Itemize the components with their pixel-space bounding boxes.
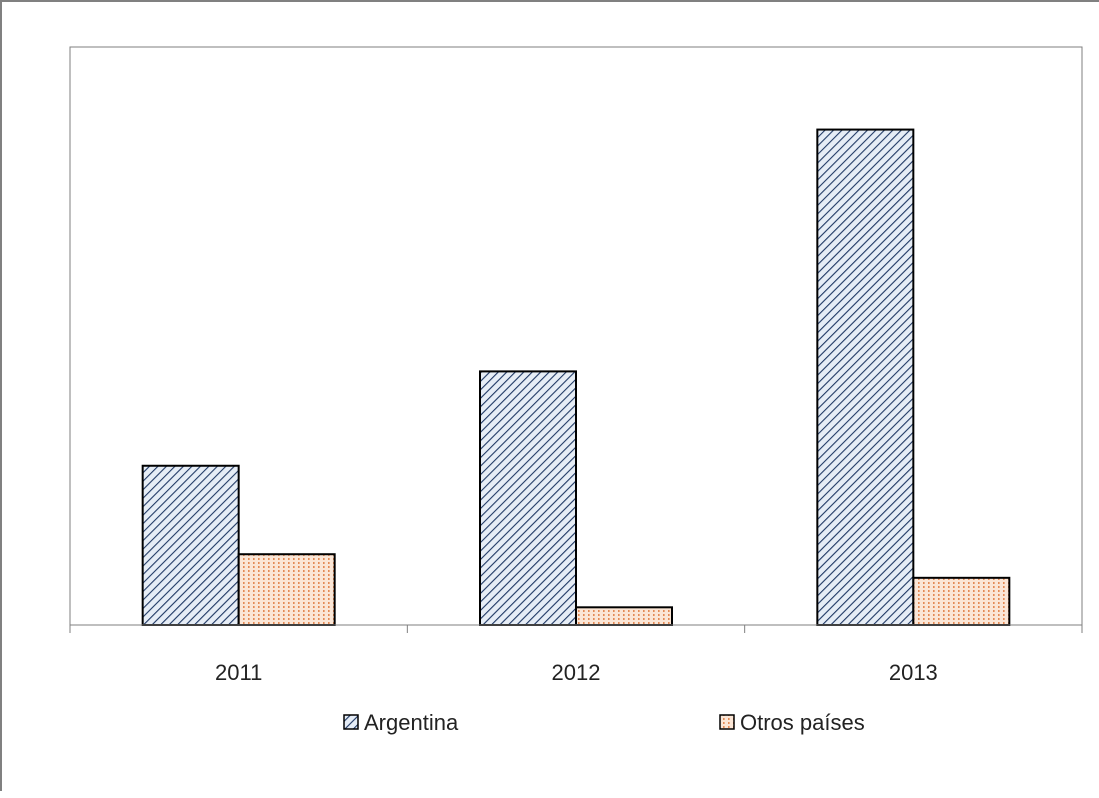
bar-argentina-2012	[479, 370, 577, 626]
legend-swatch	[343, 714, 359, 730]
legend-swatch	[719, 714, 735, 730]
legend-label: Argentina	[364, 710, 459, 735]
bar-otros-paises-2012	[575, 606, 673, 627]
bar-argentina-2011	[141, 464, 240, 626]
bar-otros-paises-2011	[237, 553, 336, 626]
bar-otros-paises-2013	[912, 576, 1011, 627]
x-tick-label: 2011	[215, 660, 262, 685]
legend-item-argentina: Argentina	[343, 710, 459, 735]
bars-layer	[141, 128, 1011, 627]
x-tick-label: 2012	[552, 660, 601, 685]
legend-item-otros-paises: Otros países	[719, 710, 865, 735]
bar-argentina-2013	[816, 128, 915, 626]
x-tick-label: 2013	[889, 660, 938, 685]
legend: Argentina Otros países	[343, 710, 865, 735]
legend-label: Otros países	[740, 710, 865, 735]
x-axis: 2011 2012 2013	[69, 624, 1083, 685]
